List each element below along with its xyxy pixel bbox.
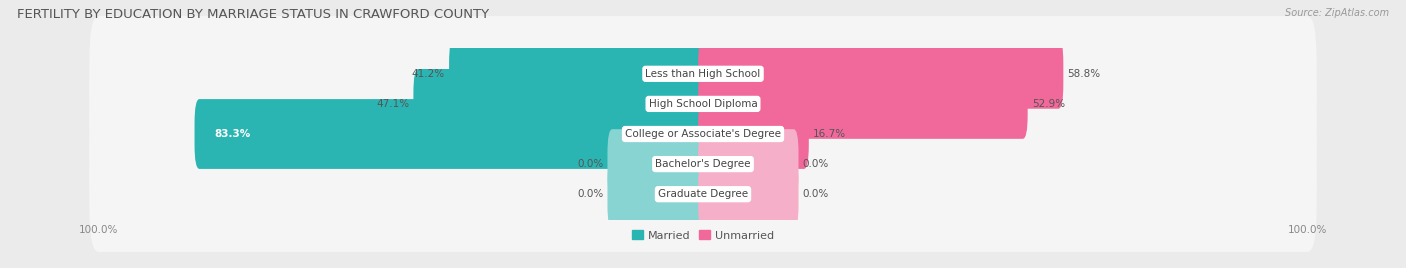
Text: 58.8%: 58.8% — [1067, 69, 1101, 79]
FancyBboxPatch shape — [607, 159, 707, 229]
Text: Source: ZipAtlas.com: Source: ZipAtlas.com — [1285, 8, 1389, 18]
Text: 52.9%: 52.9% — [1032, 99, 1064, 109]
FancyBboxPatch shape — [413, 69, 707, 139]
Text: College or Associate's Degree: College or Associate's Degree — [626, 129, 780, 139]
Text: 0.0%: 0.0% — [576, 159, 603, 169]
Text: 47.1%: 47.1% — [375, 99, 409, 109]
Text: High School Diploma: High School Diploma — [648, 99, 758, 109]
FancyBboxPatch shape — [90, 16, 1316, 132]
Text: 16.7%: 16.7% — [813, 129, 846, 139]
FancyBboxPatch shape — [699, 39, 1063, 109]
FancyBboxPatch shape — [607, 129, 707, 199]
FancyBboxPatch shape — [90, 46, 1316, 162]
Text: Less than High School: Less than High School — [645, 69, 761, 79]
Text: Bachelor's Degree: Bachelor's Degree — [655, 159, 751, 169]
Text: 0.0%: 0.0% — [803, 159, 830, 169]
FancyBboxPatch shape — [449, 39, 707, 109]
Text: 83.3%: 83.3% — [215, 129, 250, 139]
FancyBboxPatch shape — [699, 69, 1028, 139]
Text: 41.2%: 41.2% — [412, 69, 444, 79]
Legend: Married, Unmarried: Married, Unmarried — [627, 226, 779, 245]
FancyBboxPatch shape — [699, 159, 799, 229]
FancyBboxPatch shape — [90, 136, 1316, 252]
FancyBboxPatch shape — [194, 99, 707, 169]
Text: 0.0%: 0.0% — [576, 189, 603, 199]
Text: 0.0%: 0.0% — [803, 189, 830, 199]
Text: FERTILITY BY EDUCATION BY MARRIAGE STATUS IN CRAWFORD COUNTY: FERTILITY BY EDUCATION BY MARRIAGE STATU… — [17, 8, 489, 21]
Text: Graduate Degree: Graduate Degree — [658, 189, 748, 199]
FancyBboxPatch shape — [699, 99, 808, 169]
FancyBboxPatch shape — [90, 106, 1316, 222]
FancyBboxPatch shape — [699, 129, 799, 199]
FancyBboxPatch shape — [90, 76, 1316, 192]
